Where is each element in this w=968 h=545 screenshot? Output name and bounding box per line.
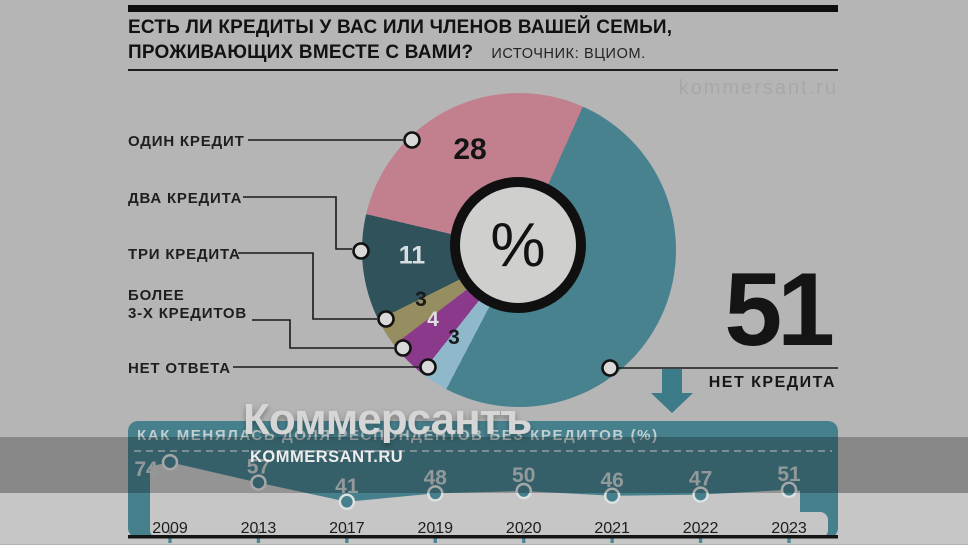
timeline-point-marker (515, 482, 532, 500)
timeline-year-label: 2009 (152, 520, 188, 537)
year-tick (699, 529, 702, 534)
timeline-value-label: 51 (777, 463, 801, 486)
title-line2: ПРОЖИВАЮЩИХ ВМЕСТЕ С ВАМИ? (128, 42, 474, 63)
title-line1: ЕСТЬ ЛИ КРЕДИТЫ У ВАС ИЛИ ЧЛЕНОВ ВАШЕЙ С… (128, 17, 673, 38)
year-tick (787, 529, 791, 534)
timeline-value-label: 46 (600, 469, 623, 492)
timeline-year-label: 2021 (594, 520, 630, 537)
label-no-answer: НЕТ ОТВЕТА (128, 360, 231, 377)
year-tick-below (610, 538, 614, 543)
timeline-chart: 74 2009 57 2013 41 2017 48 2019 50 2020 46 2021 47 20… (128, 421, 838, 543)
pie-value-label: 11 (398, 241, 426, 270)
year-tick (610, 529, 614, 534)
pie-value-label: 3 (448, 326, 460, 349)
pie-value-label: 3 (415, 288, 427, 311)
dim-band-overlay (0, 437, 968, 493)
label-three-credits: ТРИ КРЕДИТА (128, 246, 241, 263)
title-underline (128, 69, 838, 71)
page-title: ЕСТЬ ЛИ КРЕДИТЫ У ВАС ИЛИ ЧЛЕНОВ ВАШЕЙ С… (128, 15, 848, 67)
timeline-point-marker (603, 487, 621, 505)
timeline-point-marker (338, 493, 356, 511)
timeline-value-label: 57 (247, 456, 270, 479)
kommersant-watermark-text: kommersant.ru (678, 77, 838, 99)
year-tick-below (345, 538, 349, 543)
year-tick-below (433, 538, 437, 543)
timeline-point-marker (250, 474, 267, 491)
timeline-value-label: 41 (335, 475, 359, 498)
highlight-value: 51 (724, 252, 835, 368)
leader-three-credits (238, 252, 377, 320)
year-tick-below (168, 538, 172, 543)
kommersant-logo: Коммерсантъ (243, 395, 532, 444)
label-two-credits: ДВА КРЕДИТА (128, 190, 243, 207)
leader-more-credits (252, 319, 394, 349)
kommersant-site-label: KOMMERSANT.RU (250, 448, 404, 466)
year-tick (257, 529, 260, 534)
pie-value-label: 28 (453, 133, 487, 166)
year-tick-below (698, 538, 703, 543)
timeline-year-label: 2023 (771, 520, 807, 537)
timeline-value-label: 50 (512, 464, 535, 487)
year-tick-below (522, 538, 526, 543)
year-tick-below (787, 538, 791, 543)
timeline-year-label: 2020 (506, 520, 542, 537)
timeline-point-marker (692, 486, 709, 503)
year-tick-below (256, 538, 261, 543)
pie-center-circle: % (450, 177, 586, 313)
timeline-value-label: 74 (134, 458, 158, 481)
year-tick (168, 529, 172, 534)
timeline-value-label: 48 (424, 466, 448, 489)
label-more-credits: БОЛЕЕ 3-Х КРЕДИТОВ (128, 287, 248, 322)
timeline-point-marker (780, 481, 798, 499)
timeline-point-marker (161, 453, 179, 471)
year-tick (434, 529, 437, 534)
timeline-point-marker (427, 485, 444, 502)
area-under-line (150, 462, 800, 520)
highlight-label: НЕТ КРЕДИТА (708, 374, 836, 391)
timeline-year-label: 2013 (241, 520, 277, 537)
timeline-year-label: 2019 (417, 520, 453, 537)
timeline-year-label: 2017 (329, 520, 365, 537)
year-tick (345, 529, 349, 534)
leader-two-credits (243, 196, 352, 250)
label-one-credit: ОДИН КРЕДИТ (128, 133, 245, 150)
pie-value-label: 4 (427, 308, 439, 331)
source-label: ИСТОЧНИК: ВЦИОМ. (491, 46, 646, 62)
panel-bottom-rule (128, 535, 838, 539)
percent-symbol: % (490, 210, 546, 280)
timeline-value-label: 47 (689, 468, 712, 491)
timeline-title: КАК МЕНЯЛАСЬ ДОЛЯ РЕСПОНДЕНТОВ БЕЗ КРЕДИ… (137, 427, 659, 444)
year-tick (522, 529, 525, 534)
timeline-year-label: 2022 (683, 520, 719, 537)
years-strip (150, 512, 828, 538)
header-top-bar (128, 5, 838, 12)
